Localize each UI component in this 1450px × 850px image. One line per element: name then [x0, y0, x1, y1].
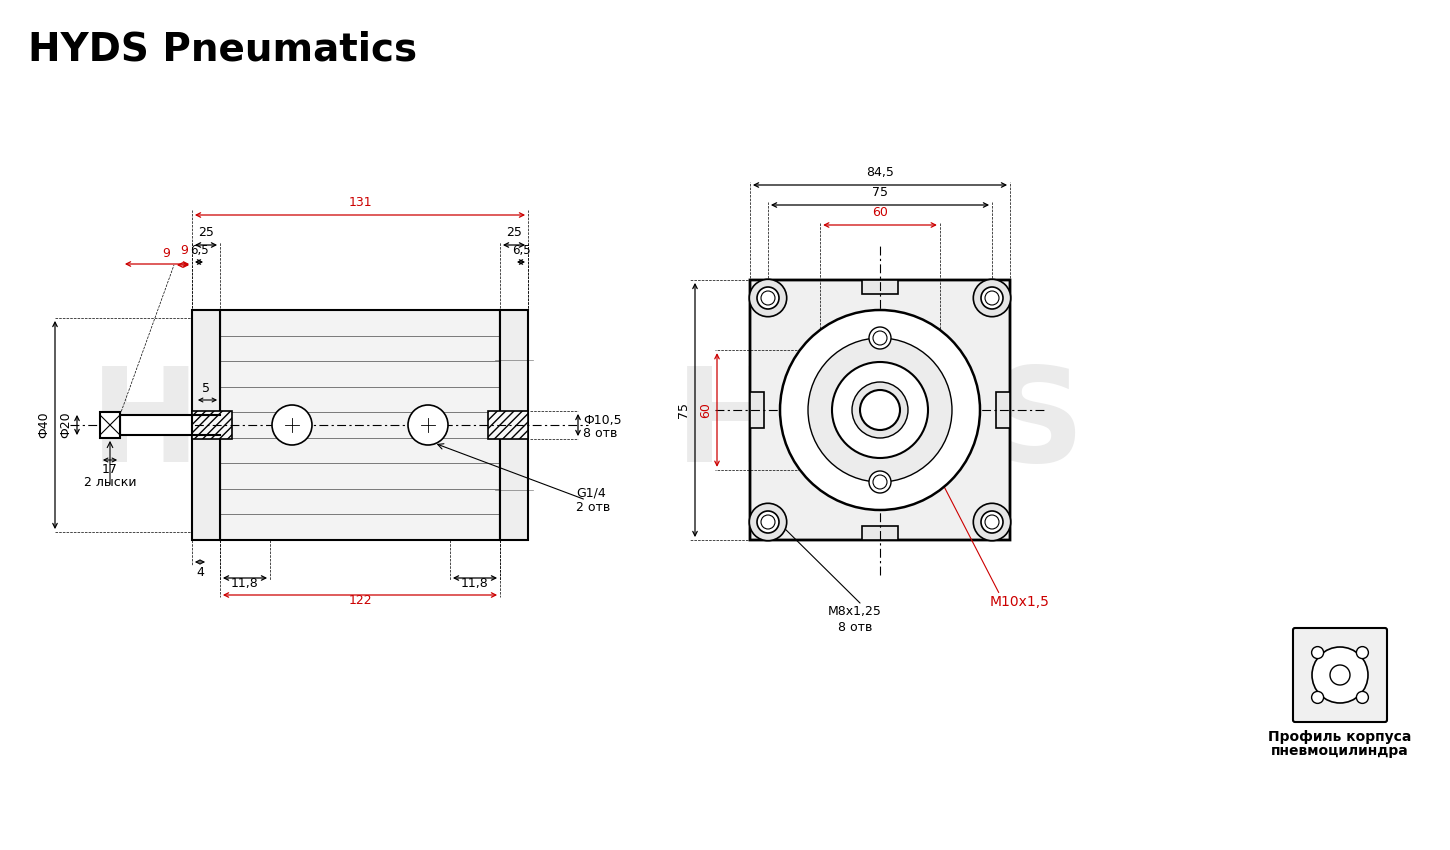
Circle shape: [273, 405, 312, 445]
Text: 84,5: 84,5: [866, 166, 895, 179]
Bar: [489, 411, 528, 439]
Bar: [861, 526, 898, 540]
Circle shape: [407, 405, 448, 445]
Text: 8 отв: 8 отв: [838, 621, 873, 634]
Bar: [489, 411, 528, 439]
Circle shape: [780, 310, 980, 510]
Text: 17: 17: [102, 463, 117, 476]
Circle shape: [832, 362, 928, 458]
Circle shape: [985, 291, 999, 305]
Text: 60: 60: [871, 206, 887, 219]
Circle shape: [808, 338, 953, 482]
Circle shape: [873, 475, 887, 489]
Text: 122: 122: [348, 594, 371, 607]
Text: 2 лыски: 2 лыски: [84, 476, 136, 489]
Text: M8x1,25: M8x1,25: [828, 605, 882, 618]
Bar: [191, 310, 220, 540]
Circle shape: [1312, 647, 1367, 703]
Bar: [861, 280, 898, 294]
Circle shape: [1330, 665, 1350, 685]
Circle shape: [750, 280, 787, 317]
Text: 11,8: 11,8: [461, 577, 489, 590]
Text: 9: 9: [180, 244, 189, 257]
Text: Профиль корпуса: Профиль корпуса: [1269, 730, 1412, 744]
Text: Ф20: Ф20: [59, 411, 72, 439]
Text: M10x1,5: M10x1,5: [990, 595, 1050, 609]
Text: HYDS: HYDS: [674, 361, 1086, 489]
Circle shape: [873, 331, 887, 345]
Circle shape: [982, 511, 1003, 533]
Circle shape: [1312, 691, 1324, 704]
Bar: [191, 411, 232, 439]
Circle shape: [853, 382, 908, 438]
Circle shape: [1356, 647, 1369, 659]
Text: 25: 25: [506, 226, 522, 239]
Text: 11,8: 11,8: [231, 577, 260, 590]
Circle shape: [757, 511, 779, 533]
Bar: [120, 415, 191, 435]
Text: 75: 75: [871, 186, 887, 199]
Text: 4: 4: [196, 566, 204, 579]
Bar: [100, 412, 120, 438]
Text: HYDS: HYDS: [90, 361, 500, 489]
Text: пневмоцилиндра: пневмоцилиндра: [1272, 744, 1409, 758]
FancyBboxPatch shape: [750, 280, 1011, 540]
Text: 6,5: 6,5: [512, 244, 531, 257]
Circle shape: [1356, 691, 1369, 704]
Bar: [500, 310, 528, 540]
Circle shape: [869, 471, 890, 493]
Text: G1/4: G1/4: [576, 486, 606, 500]
Text: 6,5: 6,5: [190, 244, 209, 257]
Circle shape: [761, 515, 774, 529]
Circle shape: [973, 503, 1011, 541]
Circle shape: [869, 327, 890, 349]
Circle shape: [761, 291, 774, 305]
Text: 5: 5: [202, 382, 210, 395]
Text: 131: 131: [348, 196, 371, 209]
Circle shape: [1312, 647, 1324, 659]
Text: 60: 60: [699, 402, 712, 418]
Bar: [220, 310, 500, 540]
Text: Ф10,5: Ф10,5: [583, 413, 622, 427]
Circle shape: [982, 287, 1003, 309]
Circle shape: [750, 503, 787, 541]
Circle shape: [757, 287, 779, 309]
Text: 2 отв: 2 отв: [576, 501, 610, 513]
Text: HYDS Pneumatics: HYDS Pneumatics: [28, 30, 418, 68]
Circle shape: [985, 515, 999, 529]
Bar: [750, 392, 764, 428]
Bar: [191, 411, 232, 439]
Bar: [489, 411, 528, 439]
Text: 8 отв: 8 отв: [583, 427, 618, 439]
Circle shape: [860, 390, 900, 430]
Text: Ф40: Ф40: [38, 411, 49, 439]
Circle shape: [973, 280, 1011, 317]
Text: 25: 25: [199, 226, 215, 239]
Bar: [191, 411, 232, 439]
Bar: [996, 392, 1011, 428]
FancyBboxPatch shape: [1293, 628, 1388, 722]
Text: 9: 9: [162, 247, 170, 260]
Text: 75: 75: [677, 402, 690, 418]
